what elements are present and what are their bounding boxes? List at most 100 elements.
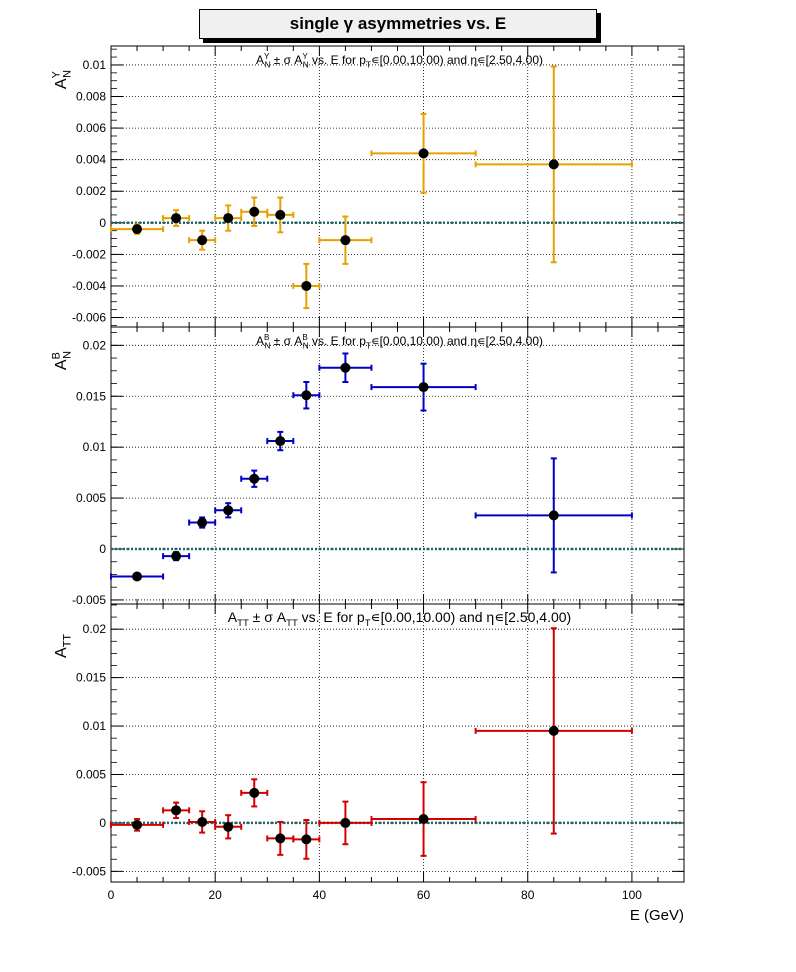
panel-subtitle-text: AB N ± σ AB N vs. E for pT∊[0.00,10.00) an…: [256, 333, 543, 350]
data-point: [110, 223, 165, 235]
panel-subtitle-text: AY N ± σ AY N vs. E for pT∊[0.00,10.00) an…: [256, 52, 543, 69]
data-marker: [418, 814, 429, 825]
x-tick-label: 20: [209, 888, 223, 902]
panel-subtitle: ATT ± σ ATT vs. E for pT∊[0.00,10.00) an…: [228, 609, 571, 629]
x-tick-label: 60: [417, 888, 431, 902]
data-marker: [418, 382, 429, 393]
y-tick-label: 0.02: [83, 338, 107, 352]
y-axis-title-text: ABN: [50, 351, 73, 370]
text-part: N: [61, 70, 73, 78]
x-tick-label: 0: [108, 888, 115, 902]
data-point: [240, 778, 269, 808]
text-part: N: [303, 341, 309, 350]
data-marker: [223, 821, 234, 832]
data-point: [188, 516, 217, 529]
text-part: A: [256, 53, 264, 67]
data-point: [240, 469, 269, 488]
y-tick-label: 0.005: [76, 767, 106, 781]
x-tick-label: 100: [622, 888, 642, 902]
plot-frame: [110, 603, 685, 883]
data-point: [474, 457, 633, 574]
text-part: ± σ A: [270, 53, 302, 67]
y-tick-label: 0.01: [83, 440, 107, 454]
text-part: N: [303, 60, 309, 69]
y-tick-label: 0: [99, 542, 106, 556]
text-part: B: [302, 333, 308, 342]
text-part: A: [228, 609, 238, 625]
text-part: A: [53, 647, 70, 658]
data-marker: [275, 436, 286, 447]
text-part: vs. E for p: [298, 609, 365, 625]
data-marker: [132, 571, 143, 582]
y-tick-label: -0.002: [72, 247, 106, 261]
data-marker: [275, 209, 286, 220]
data-marker: [340, 362, 351, 373]
chart-title: single γ asymmetries vs. E: [199, 9, 597, 39]
data-point: [214, 502, 243, 519]
data-marker: [223, 213, 234, 224]
text-part: TT: [237, 618, 249, 629]
data-marker: [171, 551, 182, 562]
text-part: A: [53, 359, 70, 370]
data-marker: [418, 148, 429, 159]
data-point: [474, 65, 633, 264]
x-tick-label: 40: [313, 888, 327, 902]
y-tick-label: 0.006: [76, 121, 106, 135]
x-tick-label: 80: [521, 888, 535, 902]
text-part: Y: [302, 52, 308, 61]
data-point: [318, 352, 373, 383]
data-point: [370, 112, 477, 194]
data-point: [110, 818, 165, 832]
data-point: [188, 229, 217, 251]
data-point: [318, 215, 373, 265]
y-axis-title: ABN: [50, 351, 73, 370]
y-tick-label: 0.02: [83, 622, 107, 636]
y-tick-label: -0.005: [72, 864, 106, 878]
text-part: A: [53, 78, 70, 89]
text-part: A: [256, 334, 264, 348]
data-marker: [275, 833, 286, 844]
y-axis-title: ATT: [53, 634, 73, 658]
data-marker: [197, 517, 208, 528]
data-point: [162, 801, 191, 820]
y-axis-title: AYN: [50, 70, 73, 89]
text-part: ∊[0.00,10.00) and η∊[2.50,4.00): [371, 609, 572, 625]
data-point: [214, 204, 243, 232]
text-part: TT: [61, 634, 73, 648]
plot-frame: [110, 45, 685, 328]
data-marker: [249, 473, 260, 484]
data-marker: [171, 805, 182, 816]
data-point: [370, 362, 477, 412]
y-axis-title-text: AYN: [50, 70, 73, 89]
data-marker: [548, 159, 559, 170]
text-part: B: [264, 333, 270, 342]
y-tick-label: 0.01: [83, 719, 107, 733]
plot-frame: [110, 326, 685, 605]
data-point: [110, 571, 165, 582]
text-part: T: [366, 60, 371, 69]
data-point: [162, 209, 191, 227]
data-marker: [548, 510, 559, 521]
data-point: [266, 820, 295, 856]
data-marker: [223, 505, 234, 516]
text-part: ± σ A: [249, 609, 287, 625]
y-tick-label: -0.006: [72, 311, 106, 325]
y-tick-label: 0: [99, 816, 106, 830]
data-point: [188, 810, 217, 834]
y-axis-title-text: ATT: [53, 634, 73, 658]
text-part: T: [365, 618, 371, 629]
panel-AN_Y: -0.006 -0.004 -0.002 0 0.002 0.004 0.006 0.008 0…: [50, 45, 685, 328]
data-marker: [132, 819, 143, 830]
panel-subtitle: AB N ± σ AB N vs. E for pT∊[0.00,10.00) an…: [256, 333, 543, 350]
data-point: [292, 380, 321, 410]
text-part: TT: [286, 618, 298, 629]
y-tick-label: 0.015: [76, 671, 106, 685]
y-tick-label: 0.004: [76, 153, 106, 167]
text-part: Y: [50, 70, 62, 78]
text-part: vs. E for p: [309, 334, 367, 348]
data-marker: [548, 725, 559, 736]
text-part: vs. E for p: [309, 53, 367, 67]
data-marker: [340, 817, 351, 828]
data-marker: [171, 213, 182, 224]
